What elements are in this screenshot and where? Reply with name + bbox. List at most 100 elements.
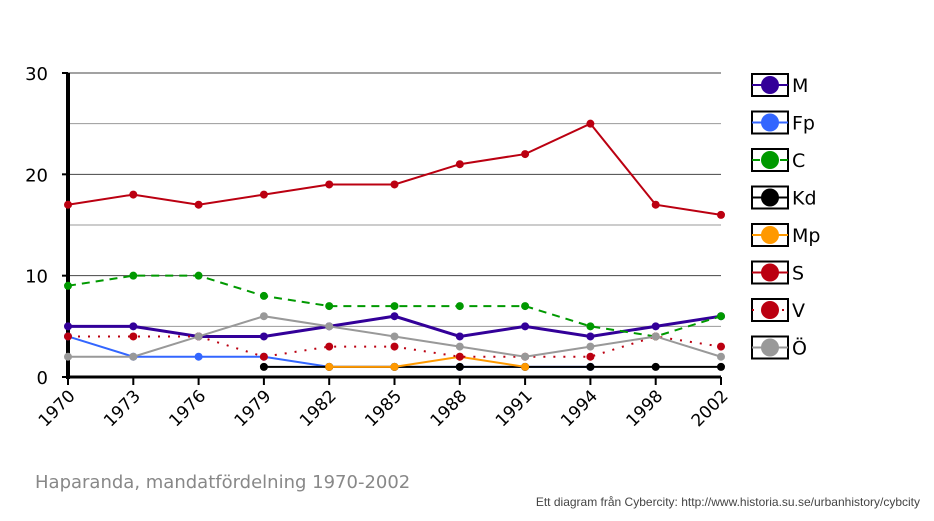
x-tick-label: 1998 xyxy=(623,386,668,431)
data-point xyxy=(651,200,660,209)
legend-item: Mp xyxy=(751,223,820,247)
data-point xyxy=(717,342,725,351)
legend-item: Ö xyxy=(751,335,807,360)
x-tick-label: 1988 xyxy=(427,386,472,431)
x-tick-label: 1994 xyxy=(557,386,602,431)
y-tick-label: 0 xyxy=(37,368,48,389)
legend-label: M xyxy=(792,75,808,97)
data-point xyxy=(651,322,660,331)
data-point xyxy=(64,322,72,331)
data-point xyxy=(390,312,399,321)
legend-marker xyxy=(761,226,779,244)
data-point xyxy=(325,362,334,371)
data-point xyxy=(325,342,334,351)
legend-marker xyxy=(761,338,779,357)
data-point xyxy=(194,200,203,209)
data-point xyxy=(455,342,464,351)
data-point xyxy=(325,322,334,331)
data-point xyxy=(194,352,203,361)
data-point xyxy=(455,352,464,361)
series-Mp xyxy=(325,352,530,371)
data-point xyxy=(259,190,268,199)
legend-item: Kd xyxy=(751,185,817,210)
data-point xyxy=(651,362,660,371)
data-point xyxy=(64,352,72,361)
data-point xyxy=(586,119,595,128)
legend-marker xyxy=(761,301,779,319)
data-point xyxy=(521,352,530,361)
data-point xyxy=(717,312,725,321)
series-line xyxy=(67,122,722,216)
data-point xyxy=(129,322,138,331)
data-point xyxy=(259,362,268,371)
data-point xyxy=(586,322,595,331)
data-point xyxy=(390,332,399,341)
data-point xyxy=(586,342,595,351)
x-tick-label: 2002 xyxy=(688,386,733,431)
legend-marker xyxy=(761,76,779,94)
data-point xyxy=(64,332,72,341)
x-tick-label: 1982 xyxy=(296,386,341,431)
legend-item: M xyxy=(751,73,808,97)
data-point xyxy=(64,200,72,209)
data-point xyxy=(194,271,203,280)
data-point xyxy=(129,352,138,361)
legend-item: Fp xyxy=(751,110,815,135)
data-point xyxy=(455,362,464,371)
y-tick-label: 20 xyxy=(25,165,48,186)
legend-label: C xyxy=(792,150,805,172)
legend-item: C xyxy=(751,148,805,172)
legend-item: S xyxy=(751,260,804,285)
series-S xyxy=(64,119,725,219)
legend-marker xyxy=(761,113,779,132)
data-point xyxy=(455,160,464,169)
data-point xyxy=(586,362,595,371)
data-point xyxy=(521,322,530,331)
series-line xyxy=(329,355,526,368)
x-tick-label: 1970 xyxy=(35,386,80,431)
legend-item: V xyxy=(751,298,805,322)
data-point xyxy=(194,332,203,341)
data-point xyxy=(717,210,725,219)
x-tick-label: 1973 xyxy=(100,386,145,431)
data-point xyxy=(129,332,138,341)
data-point xyxy=(325,302,334,311)
legend-label: V xyxy=(792,300,805,322)
data-point xyxy=(259,291,268,300)
data-point xyxy=(651,332,660,341)
legend-label: Fp xyxy=(792,113,815,135)
legend-label: Mp xyxy=(792,225,820,247)
series-Ö xyxy=(64,312,725,361)
legend-marker xyxy=(761,188,779,207)
x-tick-label: 1991 xyxy=(492,386,537,431)
data-point xyxy=(390,342,399,351)
data-point xyxy=(586,332,595,341)
data-point xyxy=(259,332,268,341)
data-point xyxy=(586,352,595,361)
data-point xyxy=(521,362,530,371)
data-point xyxy=(521,150,530,159)
legend-label: Ö xyxy=(792,337,807,360)
chart-credit: Ett diagram från Cybercity: http://www.h… xyxy=(535,495,920,509)
data-point xyxy=(390,362,399,371)
legend-label: S xyxy=(792,263,804,285)
data-point xyxy=(64,281,72,290)
x-tick-label: 1985 xyxy=(361,386,406,431)
data-point xyxy=(129,271,138,280)
data-point xyxy=(390,302,399,311)
x-tick-label: 1979 xyxy=(231,386,276,431)
data-point xyxy=(455,332,464,341)
series-C xyxy=(64,271,725,341)
data-point xyxy=(717,352,725,361)
y-tick-label: 10 xyxy=(25,267,48,288)
x-tick-label: 1976 xyxy=(165,386,210,431)
data-point xyxy=(717,362,725,371)
data-point xyxy=(259,352,268,361)
legend-marker xyxy=(761,151,779,169)
legend-marker xyxy=(761,263,779,282)
legend-label: Kd xyxy=(792,188,817,210)
data-point xyxy=(259,312,268,321)
data-point xyxy=(129,190,138,199)
data-point xyxy=(390,180,399,189)
